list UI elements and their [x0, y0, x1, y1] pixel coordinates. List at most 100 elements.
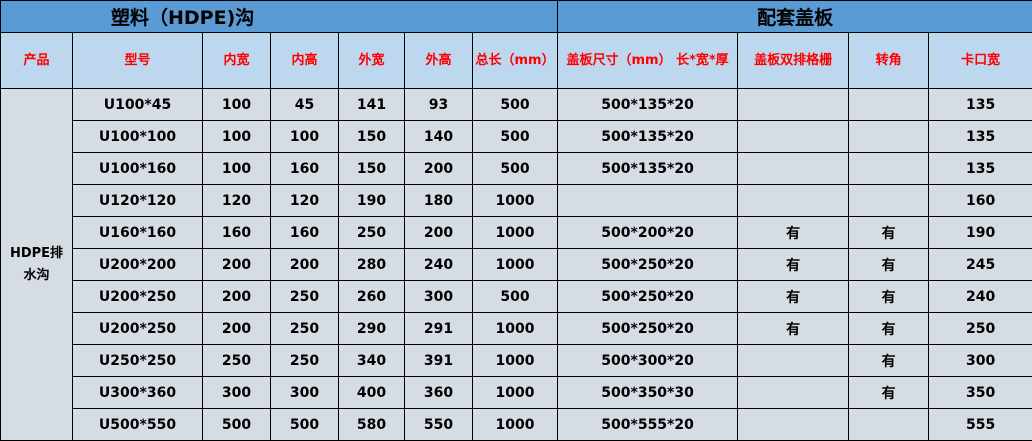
table-cell: 250 — [270, 280, 339, 313]
column-header: 产品 — [0, 32, 73, 89]
table-cell: 190 — [338, 184, 405, 217]
table-cell: U100*100 — [72, 120, 203, 153]
table-row: U250*250 250 250 340 391 1000 500*300*20 有 300 — [1, 344, 1032, 377]
column-header: 外宽 — [338, 32, 405, 89]
table-cell: 200 — [270, 248, 339, 281]
column-header: 内宽 — [202, 32, 271, 89]
table-cell — [737, 152, 850, 185]
table-cell: 300 — [928, 344, 1032, 377]
table-cell: 有 — [737, 312, 850, 345]
table-cell: U500*550 — [72, 408, 203, 441]
column-header: 内高 — [270, 32, 339, 89]
table-cell: 500*250*20 — [557, 312, 739, 345]
table-cell: 500*135*20 — [557, 88, 739, 121]
title-row: 塑料（HDPE)沟 配套盖板 — [0, 0, 1032, 33]
table-cell — [737, 376, 850, 409]
column-header: 卡口宽 — [928, 32, 1032, 89]
column-header: 盖板尺寸（mm） 长*宽*厚 — [557, 32, 739, 89]
table-cell: 1000 — [471, 184, 559, 217]
table-cell: 1000 — [471, 344, 559, 377]
table-cell: 有 — [848, 312, 930, 345]
table-cell: 160 — [928, 184, 1032, 217]
header-row: 产品 型号 内宽 内高 外宽 外高 总长（mm） 盖板尺寸（mm） 长*宽*厚 盖板双排格栅 转角… — [0, 32, 1032, 89]
table-cell: 160 — [270, 216, 339, 249]
table-cell: 有 — [848, 376, 930, 409]
table-cell: 290 — [338, 312, 405, 345]
table-cell: U300*360 — [72, 376, 203, 409]
table-cell: 500 — [471, 120, 559, 153]
table-cell: 45 — [270, 88, 339, 121]
table-cell: 有 — [848, 216, 930, 249]
table-cell: U200*250 — [72, 280, 203, 313]
table-cell: 160 — [202, 216, 271, 249]
table-cell: 135 — [928, 152, 1032, 185]
column-header: 总长（mm） — [471, 32, 559, 89]
table-cell: 500 — [471, 88, 559, 121]
table-cell: 200 — [202, 312, 271, 345]
table-cell: 100 — [202, 120, 271, 153]
table-cell: 200 — [404, 216, 473, 249]
table-row: HDPE排水沟 U100*45 100 45 141 93 500 500*135*20 135 — [0, 88, 1032, 441]
column-header: 转角 — [848, 32, 930, 89]
table-cell: 1000 — [471, 376, 559, 409]
table-cell: 550 — [404, 408, 473, 441]
column-header: 型号 — [72, 32, 203, 89]
table-cell: U200*250 — [72, 312, 203, 345]
table-row: U300*360 300 300 400 360 1000 500*350*30 有 350 — [1, 376, 1032, 409]
table-cell: 250 — [928, 312, 1032, 345]
table-cell: 100 — [270, 120, 339, 153]
table-cell — [848, 184, 930, 217]
table-cell: U250*250 — [72, 344, 203, 377]
column-header: 外高 — [404, 32, 473, 89]
table-cell: 291 — [404, 312, 473, 345]
cover-title: 配套盖板 — [557, 0, 1032, 33]
table-cell: 280 — [338, 248, 405, 281]
table-cell: 300 — [404, 280, 473, 313]
table-cell: 240 — [928, 280, 1032, 313]
table-cell: 391 — [404, 344, 473, 377]
table-cell: 100 — [202, 152, 271, 185]
table-cell — [848, 120, 930, 153]
table-row: U120*120 120 120 190 180 1000 160 — [1, 184, 1032, 217]
table-cell: 150 — [338, 152, 405, 185]
table-cell: U100*45 — [72, 88, 203, 121]
table-cell: U100*160 — [72, 152, 203, 185]
table-cell: 135 — [928, 88, 1032, 121]
table-cell: 160 — [270, 152, 339, 185]
table-cell: 500*350*30 — [557, 376, 739, 409]
table-cell: 555 — [928, 408, 1032, 441]
table-cell: 500 — [471, 280, 559, 313]
table-cell — [737, 408, 850, 441]
table-cell: U160*160 — [72, 216, 203, 249]
table-cell: 240 — [404, 248, 473, 281]
table-cell: 580 — [338, 408, 405, 441]
table-row: U160*160 160 160 250 200 1000 500*200*20 有有 190 — [1, 216, 1032, 249]
table-cell — [737, 184, 850, 217]
table-cell: 有 — [737, 248, 850, 281]
table-cell: 300 — [202, 376, 271, 409]
table-cell: 120 — [270, 184, 339, 217]
table-row: U100*160 100 160 150 200 500 500*135*20 135 — [1, 152, 1032, 185]
table-cell: 360 — [404, 376, 473, 409]
table-cell: 有 — [848, 344, 930, 377]
table-cell: 500*300*20 — [557, 344, 739, 377]
table-cell: 400 — [338, 376, 405, 409]
table-cell: 1000 — [471, 312, 559, 345]
table-cell: 190 — [928, 216, 1032, 249]
table-cell: 340 — [338, 344, 405, 377]
table-cell — [848, 408, 930, 441]
table-cell: 有 — [737, 280, 850, 313]
table-cell: 500*250*20 — [557, 280, 739, 313]
table-cell: 120 — [202, 184, 271, 217]
table-cell: 180 — [404, 184, 473, 217]
table-cell: 250 — [202, 344, 271, 377]
table-cell — [848, 88, 930, 121]
table-cell: 150 — [338, 120, 405, 153]
table-cell: 350 — [928, 376, 1032, 409]
table-cell: 500*555*20 — [557, 408, 739, 441]
table-cell: 1000 — [471, 408, 559, 441]
table-cell: 260 — [338, 280, 405, 313]
table-cell: 250 — [338, 216, 405, 249]
table-cell: 1000 — [471, 248, 559, 281]
table-cell: 500 — [270, 408, 339, 441]
